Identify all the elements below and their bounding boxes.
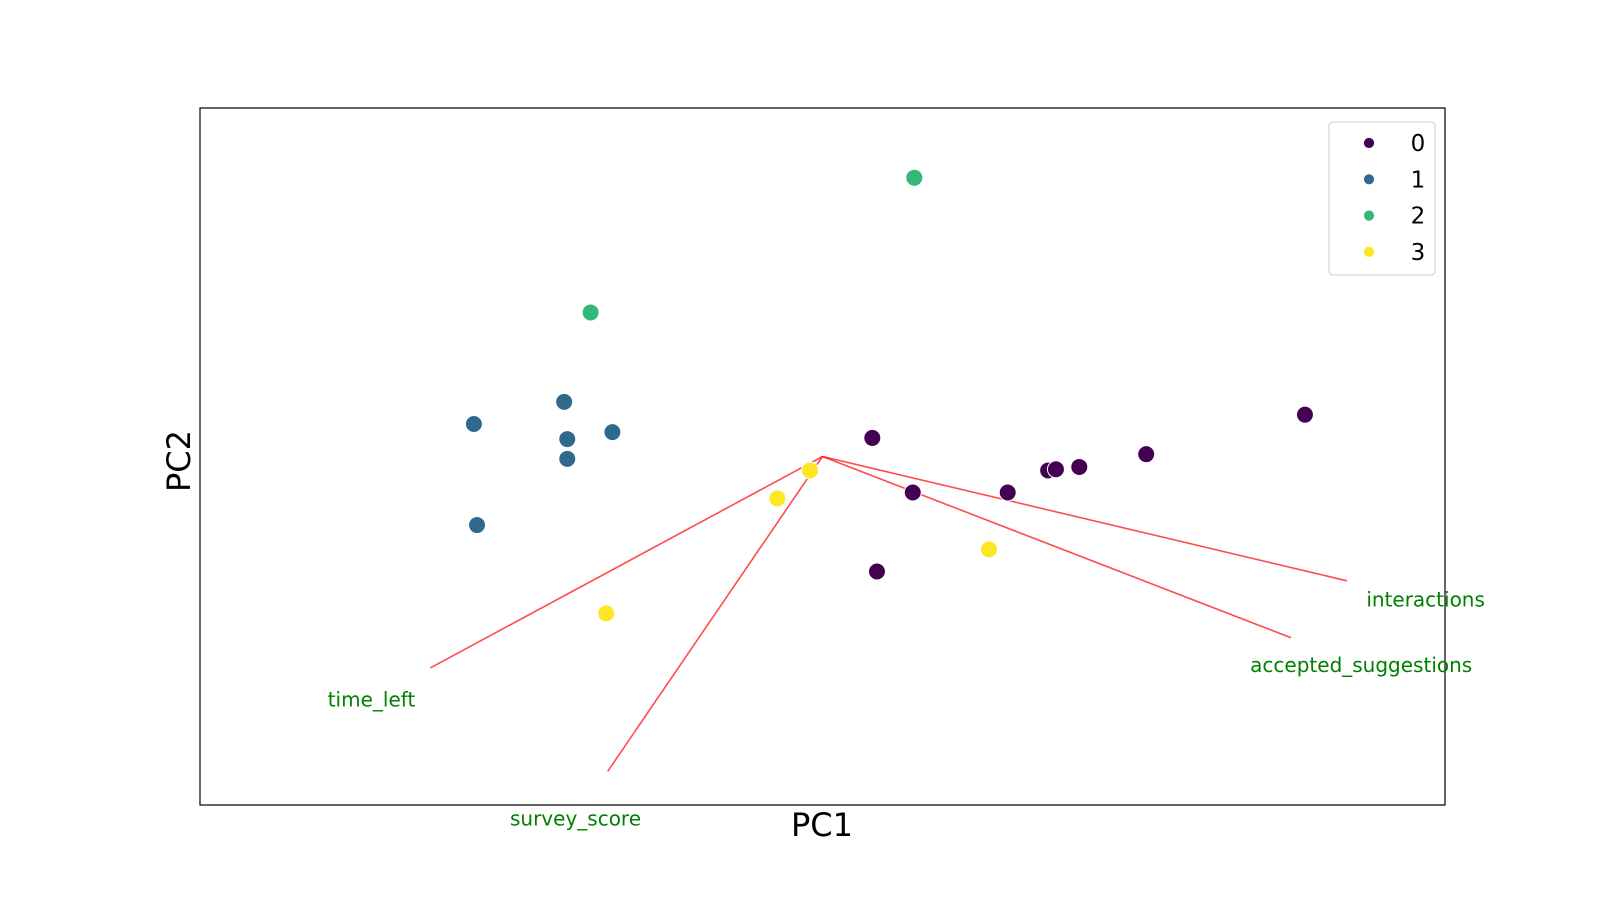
legend-marker-0 [1363, 137, 1375, 149]
data-point-cluster-1 [603, 423, 622, 442]
legend-label-0: 0 [1411, 131, 1426, 157]
plot-area-frame [199, 107, 1446, 806]
loading-vector-accepted-suggestions [822, 455, 1292, 639]
loading-label-interactions: interactions [1366, 587, 1485, 611]
data-point-cluster-1 [464, 414, 483, 433]
loading-vector-survey-score [607, 456, 824, 772]
loading-label-accepted-suggestions: accepted_suggestions [1250, 653, 1472, 677]
legend-marker-2 [1363, 209, 1375, 222]
data-point-cluster-3 [768, 489, 787, 508]
data-point-cluster-1 [468, 516, 487, 535]
data-point-cluster-3 [597, 604, 616, 623]
data-point-cluster-0 [1137, 445, 1156, 464]
scatter-points [464, 168, 1314, 623]
legend-marker-1 [1363, 173, 1375, 186]
legend-entries: 0 1 2 3 [1363, 131, 1426, 266]
data-point-cluster-0 [903, 483, 922, 502]
legend-label-3: 3 [1411, 240, 1426, 266]
data-point-cluster-0 [1046, 460, 1065, 479]
legend-marker-3 [1363, 245, 1375, 258]
y-axis-label: PC2 [160, 430, 198, 492]
data-point-cluster-3 [980, 540, 999, 559]
data-point-cluster-0 [998, 483, 1017, 502]
loading-label-survey-score: survey_score [510, 807, 641, 831]
data-point-cluster-0 [863, 428, 882, 447]
data-point-cluster-3 [801, 461, 820, 480]
legend: 0 1 2 3 [1328, 121, 1436, 276]
legend-label-1: 1 [1411, 167, 1426, 193]
data-point-cluster-0 [867, 562, 886, 581]
legend-box [1328, 121, 1436, 276]
loading-label-time-left: time_left [328, 688, 416, 712]
data-point-cluster-2 [905, 168, 924, 187]
x-axis-label: PC1 [791, 806, 853, 844]
loading-vectors: interactions accepted_suggestions time_lef… [328, 455, 1485, 831]
data-point-cluster-2 [581, 303, 600, 322]
data-point-cluster-1 [555, 392, 574, 411]
data-point-cluster-1 [558, 449, 577, 468]
data-point-cluster-0 [1070, 457, 1089, 476]
legend-label-2: 2 [1411, 204, 1426, 230]
data-point-cluster-0 [1295, 405, 1314, 424]
data-point-cluster-1 [558, 430, 577, 449]
loading-vector-interactions [822, 455, 1348, 582]
loading-vector-time-left [429, 455, 823, 669]
